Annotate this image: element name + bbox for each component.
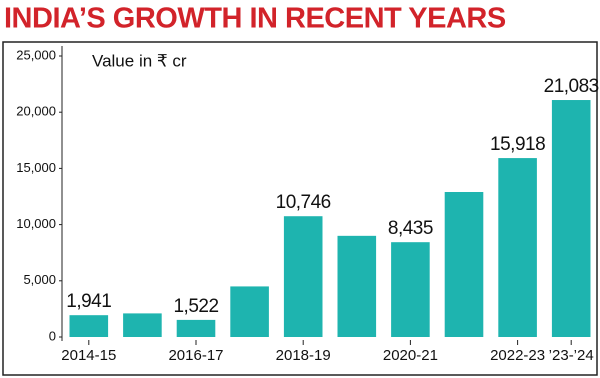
bar <box>444 192 484 337</box>
y-tick-label: 25,000 <box>16 47 56 62</box>
bar <box>283 216 323 337</box>
chart-title: INDIA’S GROWTH IN RECENT YEARS <box>4 3 506 35</box>
x-tick-label: 2018-19 <box>276 347 331 364</box>
value-label: 10,746 <box>276 192 331 213</box>
y-tick-label: 5,000 <box>23 272 56 287</box>
x-tick-label: 2014-15 <box>61 347 116 364</box>
bar <box>176 319 216 337</box>
y-tick-label: 0 <box>49 328 56 343</box>
x-tick-label: 2022-23 <box>490 347 545 364</box>
bar <box>69 315 109 337</box>
value-label: 15,918 <box>490 134 545 155</box>
y-tick-label: 15,000 <box>16 160 56 175</box>
bar <box>337 235 377 337</box>
x-tick-label: 2020-21 <box>383 347 438 364</box>
value-label: 1,522 <box>173 296 218 317</box>
bar <box>123 313 162 337</box>
value-label: 1,941 <box>66 291 111 312</box>
value-label: 8,435 <box>388 218 433 239</box>
x-tick-label: 2016-17 <box>168 347 223 364</box>
bar <box>498 158 537 337</box>
x-tick-label: ’23-’24 <box>549 347 594 364</box>
bar <box>391 242 430 337</box>
value-label: 21,083 <box>544 76 599 97</box>
chart-subtitle: Value in ₹ cr <box>92 51 187 70</box>
frame <box>2 41 598 376</box>
bar <box>230 286 269 337</box>
y-tick-label: 10,000 <box>16 216 56 231</box>
bar <box>551 100 591 338</box>
y-tick-label: 20,000 <box>16 104 56 119</box>
